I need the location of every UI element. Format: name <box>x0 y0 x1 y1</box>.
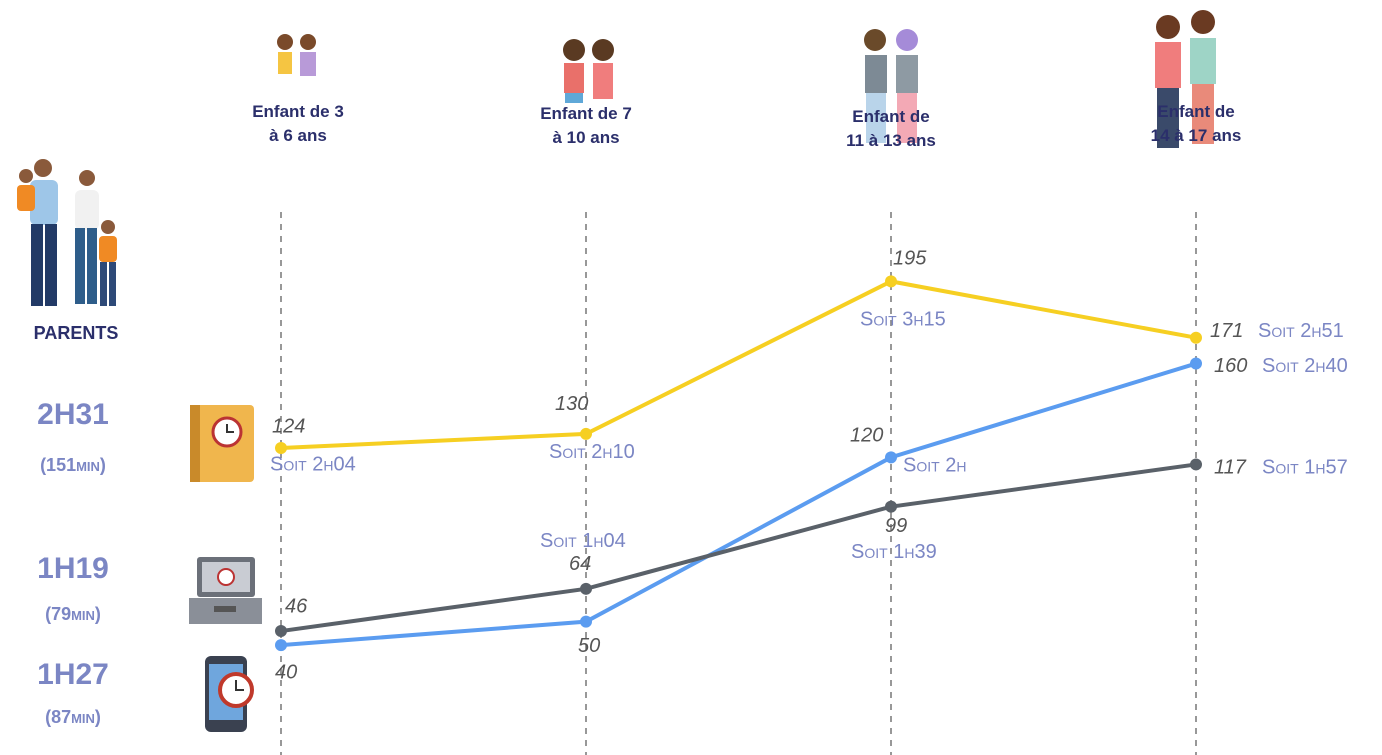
data-point <box>275 442 287 455</box>
value-label: 50 <box>578 635 600 657</box>
time-label: Soit 1h57 <box>1262 457 1348 479</box>
value-label: 195 <box>893 248 927 270</box>
data-point <box>580 615 592 628</box>
parent-minutes: (151min) <box>40 455 106 475</box>
data-point <box>1190 357 1202 370</box>
child-icons <box>277 10 1216 148</box>
data-point <box>275 625 287 638</box>
value-label: 117 <box>1214 457 1247 479</box>
value-label: 130 <box>555 393 588 415</box>
laptop-icon <box>189 557 262 624</box>
parent-time: 2H31 <box>37 398 109 431</box>
data-point <box>885 275 897 288</box>
time-label: Soit 3h15 <box>860 309 946 331</box>
time-label: Soit 2h51 <box>1258 320 1344 342</box>
parent-time: 1H19 <box>37 552 109 585</box>
time-label: Soit 2h10 <box>549 441 635 463</box>
data-point <box>580 582 592 595</box>
value-label: 64 <box>569 553 591 575</box>
parents-icon <box>17 159 117 306</box>
data-point <box>580 427 592 440</box>
value-label: 171 <box>1210 320 1243 342</box>
category-label: Enfant de 14 à 17 ans <box>1150 102 1242 145</box>
book-icon <box>190 405 254 482</box>
parent-time: 1H27 <box>37 658 109 691</box>
category-label: Enfant de 7 à 10 ans <box>540 104 632 147</box>
data-point <box>885 451 897 464</box>
series-line <box>280 462 1197 634</box>
value-label: 160 <box>1214 355 1247 377</box>
series-line <box>280 361 1197 648</box>
value-label: 124 <box>272 415 305 437</box>
time-label: Soit 2h40 <box>1262 355 1348 377</box>
time-label: Soit 1h04 <box>540 530 626 552</box>
category-label: Enfant de 3 à 6 ans <box>252 102 344 145</box>
time-label: Soit 1h39 <box>851 541 937 563</box>
phone-icon <box>205 656 254 732</box>
data-point <box>1190 458 1202 471</box>
value-label: 120 <box>850 425 883 447</box>
value-label: 40 <box>275 661 297 683</box>
time-label: Soit 2h <box>903 455 966 477</box>
time-label: Soit 2h04 <box>270 453 356 475</box>
category-label: Enfant de 11 à 13 ans <box>846 107 936 150</box>
data-point <box>885 500 897 513</box>
series-line <box>280 279 1197 451</box>
value-label: 46 <box>285 595 308 617</box>
parent-minutes: (87min) <box>45 707 101 727</box>
parent-minutes: (79min) <box>45 604 101 624</box>
parents-label: PARENTS <box>34 323 119 343</box>
data-point <box>1190 331 1202 344</box>
value-label: 99 <box>885 515 907 537</box>
data-point <box>275 639 287 652</box>
